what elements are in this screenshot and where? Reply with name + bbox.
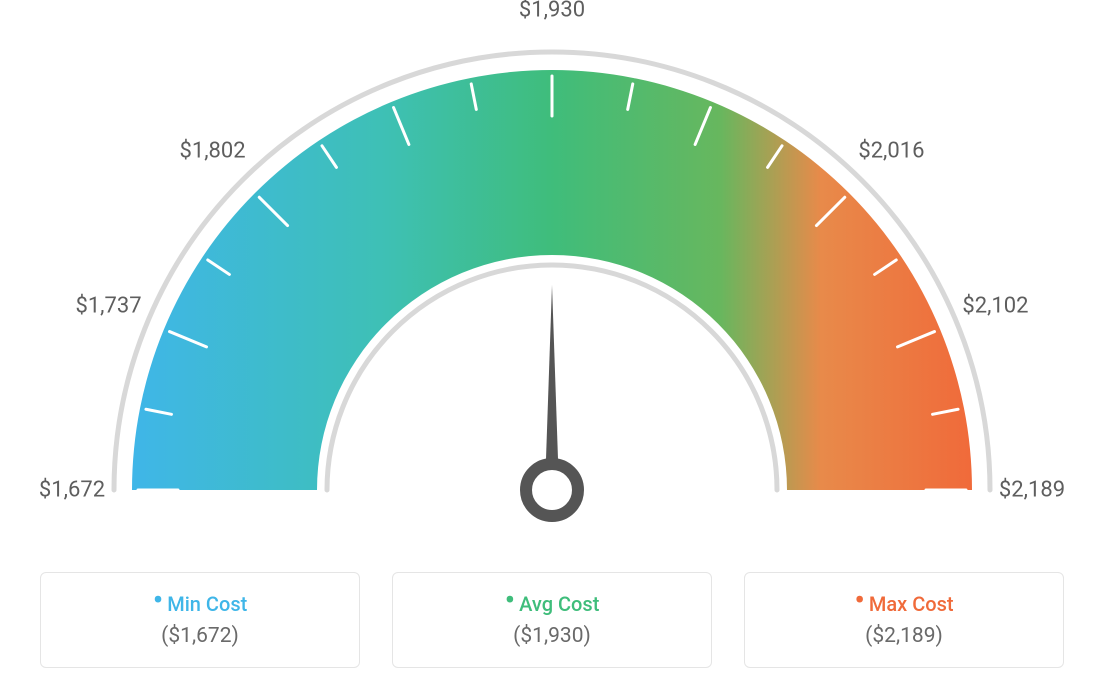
legend-card-max: • Max Cost ($2,189)	[744, 572, 1064, 668]
dot-icon: •	[153, 596, 164, 606]
legend-card-min: • Min Cost ($1,672)	[40, 572, 360, 668]
gauge-chart: $1,672 $1,737 $1,802 $1,930 $2,016 $2,102 $2,1…	[0, 0, 1104, 540]
legend-value-avg: ($1,930)	[513, 624, 591, 648]
dot-icon: •	[854, 596, 865, 606]
gauge-tick-label: $1,802	[180, 138, 246, 163]
legend-label: Max Cost	[869, 592, 954, 616]
gauge-tick-label: $1,672	[39, 478, 105, 503]
legend-value-max: ($2,189)	[865, 624, 943, 648]
legend-row: • Min Cost ($1,672) • Avg Cost ($1,930) …	[0, 572, 1104, 668]
dot-icon: •	[505, 596, 516, 606]
legend-label: Avg Cost	[519, 592, 599, 616]
gauge-tick-label: $2,102	[962, 294, 1028, 319]
legend-title-avg: • Avg Cost	[505, 592, 600, 616]
gauge-tick-label: $1,737	[75, 294, 141, 319]
legend-value-min: ($1,672)	[161, 624, 239, 648]
legend-label: Min Cost	[167, 592, 247, 616]
gauge-tick-label: $2,189	[999, 478, 1065, 503]
legend-title-min: • Min Cost	[153, 592, 248, 616]
gauge-tick-label: $2,016	[858, 138, 924, 163]
gauge-tick-label: $1,930	[519, 0, 585, 23]
legend-title-max: • Max Cost	[854, 592, 953, 616]
gauge-svg	[0, 0, 1104, 540]
legend-card-avg: • Avg Cost ($1,930)	[392, 572, 712, 668]
